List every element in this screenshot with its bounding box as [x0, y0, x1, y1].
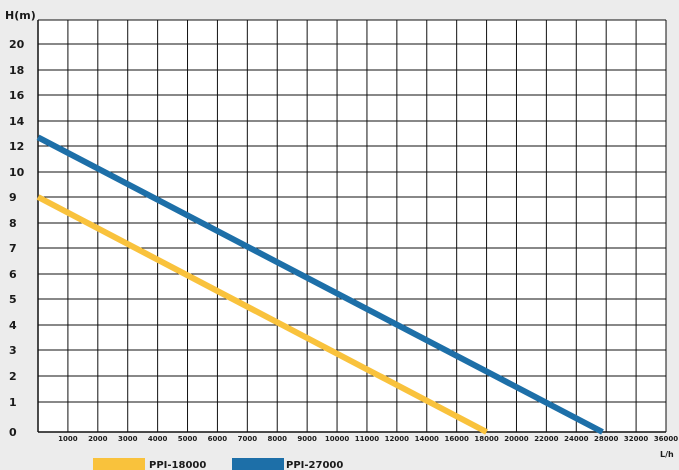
legend-swatch — [232, 458, 284, 470]
x-tick-label: 16000 — [444, 435, 468, 443]
series-layer — [36, 134, 604, 435]
y-tick-label: 0 — [9, 426, 17, 439]
y-tick-label: 3 — [9, 344, 17, 357]
x-tick-label: 22000 — [534, 435, 558, 443]
x-tick-label: 11000 — [355, 435, 379, 443]
x-tick-label: 4000 — [148, 435, 168, 443]
series-line-ppi-27000 — [36, 134, 604, 435]
y-tick-label: 14 — [9, 115, 25, 128]
y-tick-label: 8 — [9, 217, 17, 230]
y-tick-label: 7 — [9, 242, 17, 255]
x-tick-label: 9000 — [297, 435, 317, 443]
y-axis-label: H(m) — [5, 9, 36, 22]
y-tick-label: 12 — [9, 140, 24, 153]
x-tick-label: 20000 — [504, 435, 528, 443]
legend: PPI-18000 PPI-27000 — [93, 458, 343, 470]
series-line-ppi-18000 — [36, 194, 488, 435]
legend-swatch — [93, 458, 145, 470]
x-tick-label: 10000 — [325, 435, 349, 443]
x-tick-label: 36000 — [654, 435, 678, 443]
x-tick-label: 28000 — [594, 435, 618, 443]
y-tick-label: 2 — [9, 370, 17, 383]
y-tick-label: 5 — [9, 293, 17, 306]
x-tick-label: 12000 — [385, 435, 409, 443]
y-tick-label: 10 — [9, 166, 25, 179]
x-tick-labels: 1000 2000 3000 4000 5000 6000 7000 8000 9000 1000… — [58, 435, 678, 443]
x-tick-label: 32000 — [624, 435, 648, 443]
y-tick-label: 16 — [9, 89, 25, 102]
y-tick-label: 18 — [9, 64, 24, 77]
x-tick-label: 5000 — [178, 435, 198, 443]
x-tick-label: 6000 — [208, 435, 228, 443]
x-tick-label: 3000 — [118, 435, 138, 443]
y-tick-label: 20 — [9, 38, 25, 51]
x-tick-label: 18000 — [474, 435, 498, 443]
x-tick-label: 7000 — [238, 435, 258, 443]
y-tick-label: 1 — [9, 396, 17, 409]
x-tick-label: 1000 — [58, 435, 78, 443]
x-tick-label: 8000 — [267, 435, 287, 443]
x-tick-label: 2000 — [88, 435, 108, 443]
x-axis-label: L/h — [660, 450, 674, 459]
legend-label: PPI-27000 — [286, 460, 343, 470]
legend-label: PPI-18000 — [149, 460, 206, 470]
y-tick-label: 4 — [9, 319, 17, 332]
plot-background — [38, 20, 666, 432]
grid-lines — [37, 19, 667, 433]
x-tick-label: 14000 — [415, 435, 439, 443]
y-tick-label: 6 — [9, 268, 17, 281]
x-tick-label: 24000 — [564, 435, 588, 443]
y-tick-label: 9 — [9, 191, 17, 204]
